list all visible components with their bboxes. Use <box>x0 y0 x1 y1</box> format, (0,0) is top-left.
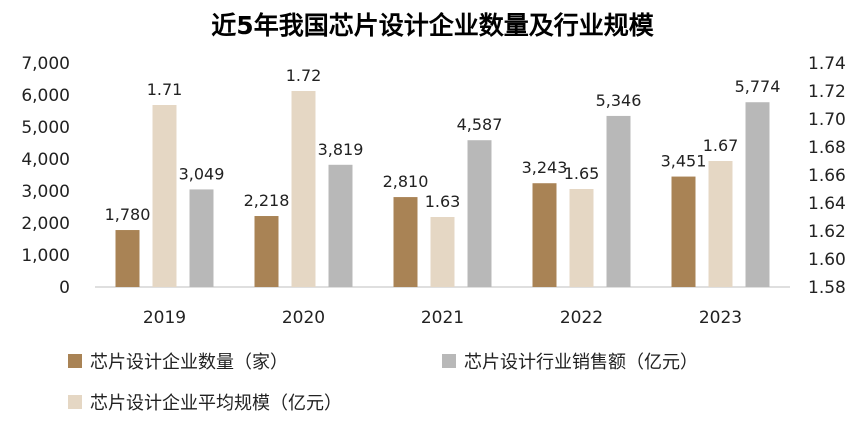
bar-company-count <box>532 183 557 287</box>
legend-label-company-count: 芯片设计企业数量（家） <box>90 352 288 373</box>
chart-title: 近5年我国芯片设计企业数量及行业规模 <box>211 11 654 40</box>
data-label: 2,810 <box>383 172 429 191</box>
y-left-tick-label: 7,000 <box>21 54 70 74</box>
y-left-tick-label: 4,000 <box>21 150 70 170</box>
legend-swatch-average-scale <box>68 395 82 409</box>
data-label: 5,774 <box>735 77 781 96</box>
data-label: 1.63 <box>425 192 461 211</box>
y-right-tick-label: 1.74 <box>808 54 846 74</box>
bar-average-scale <box>430 217 455 287</box>
bar-company-count <box>393 197 418 287</box>
data-label: 1.67 <box>703 136 739 155</box>
data-label: 3,049 <box>179 164 225 183</box>
y-right-tick-label: 1.66 <box>808 166 846 186</box>
x-tick-label: 2020 <box>282 308 325 328</box>
bar-average-scale <box>152 105 177 287</box>
bar-industry-sales <box>328 164 353 287</box>
x-tick-label: 2023 <box>699 308 742 328</box>
data-label: 3,819 <box>318 140 364 159</box>
data-label: 3,243 <box>522 158 568 177</box>
x-tick-label: 2021 <box>421 308 464 328</box>
y-right-tick-label: 1.72 <box>808 82 846 102</box>
y-right-tick-label: 1.70 <box>808 110 846 130</box>
bar-company-count <box>671 176 696 287</box>
x-tick-label: 2022 <box>560 308 603 328</box>
bar-industry-sales <box>745 102 770 288</box>
y-right-tick-label: 1.68 <box>808 138 846 158</box>
bar-average-scale <box>291 91 316 287</box>
y-left-tick-label: 2,000 <box>21 214 70 234</box>
data-label: 3,451 <box>661 152 707 171</box>
x-tick-label: 2019 <box>143 308 186 328</box>
data-label: 2,218 <box>244 191 290 210</box>
bar-average-scale <box>569 189 594 287</box>
data-label: 1.72 <box>286 66 322 85</box>
y-right-tick-label: 1.62 <box>808 222 846 242</box>
data-label: 1.65 <box>564 164 600 183</box>
data-label: 1,780 <box>105 205 151 224</box>
y-right-tick-label: 1.58 <box>808 278 846 298</box>
bar-average-scale <box>708 161 733 287</box>
y-right-tick-label: 1.64 <box>808 194 846 214</box>
legend-item-industry-sales: 芯片设计行业销售额（亿元） <box>442 348 698 374</box>
bar-industry-sales <box>467 140 492 287</box>
bar-industry-sales <box>189 189 214 287</box>
data-label: 1.71 <box>147 80 183 99</box>
legend-swatch-industry-sales <box>442 354 456 368</box>
legend-swatch-company-count <box>68 354 82 368</box>
legend-label-average-scale: 芯片设计企业平均规模（亿元） <box>90 393 342 414</box>
bar-industry-sales <box>606 115 631 287</box>
y-left-tick-label: 1,000 <box>21 246 70 266</box>
y-left-tick-label: 5,000 <box>21 118 70 138</box>
legend-item-average-scale: 芯片设计企业平均规模（亿元） <box>68 389 342 415</box>
data-label: 4,587 <box>457 115 503 134</box>
data-label: 5,346 <box>596 91 642 110</box>
y-left-tick-label: 3,000 <box>21 182 70 202</box>
legend-label-industry-sales: 芯片设计行业销售额（亿元） <box>464 352 698 373</box>
y-left-tick-label: 6,000 <box>21 86 70 106</box>
y-left-tick-label: 0 <box>59 278 70 298</box>
bar-company-count <box>115 230 140 287</box>
y-right-tick-label: 1.60 <box>808 250 846 270</box>
bar-company-count <box>254 216 279 287</box>
legend-item-company-count: 芯片设计企业数量（家） <box>68 348 288 374</box>
